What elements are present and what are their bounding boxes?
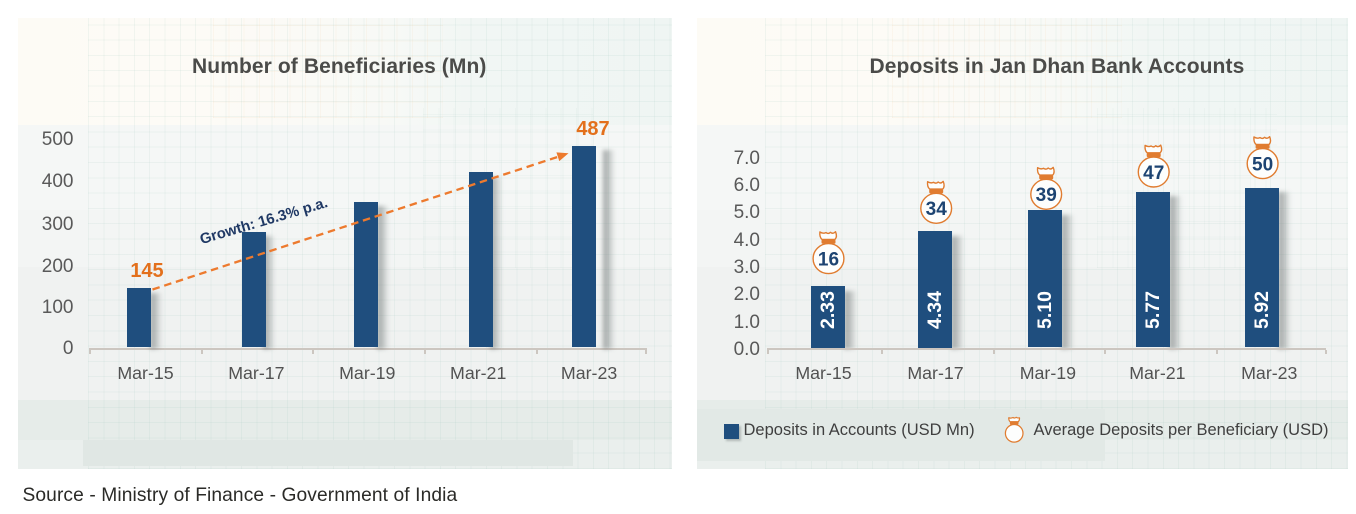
svg-text:16: 16 xyxy=(818,250,839,271)
svg-text:50: 50 xyxy=(1252,155,1273,176)
svg-text:47: 47 xyxy=(1143,163,1164,184)
svg-text:34: 34 xyxy=(926,199,948,220)
svg-text:39: 39 xyxy=(1036,185,1057,206)
